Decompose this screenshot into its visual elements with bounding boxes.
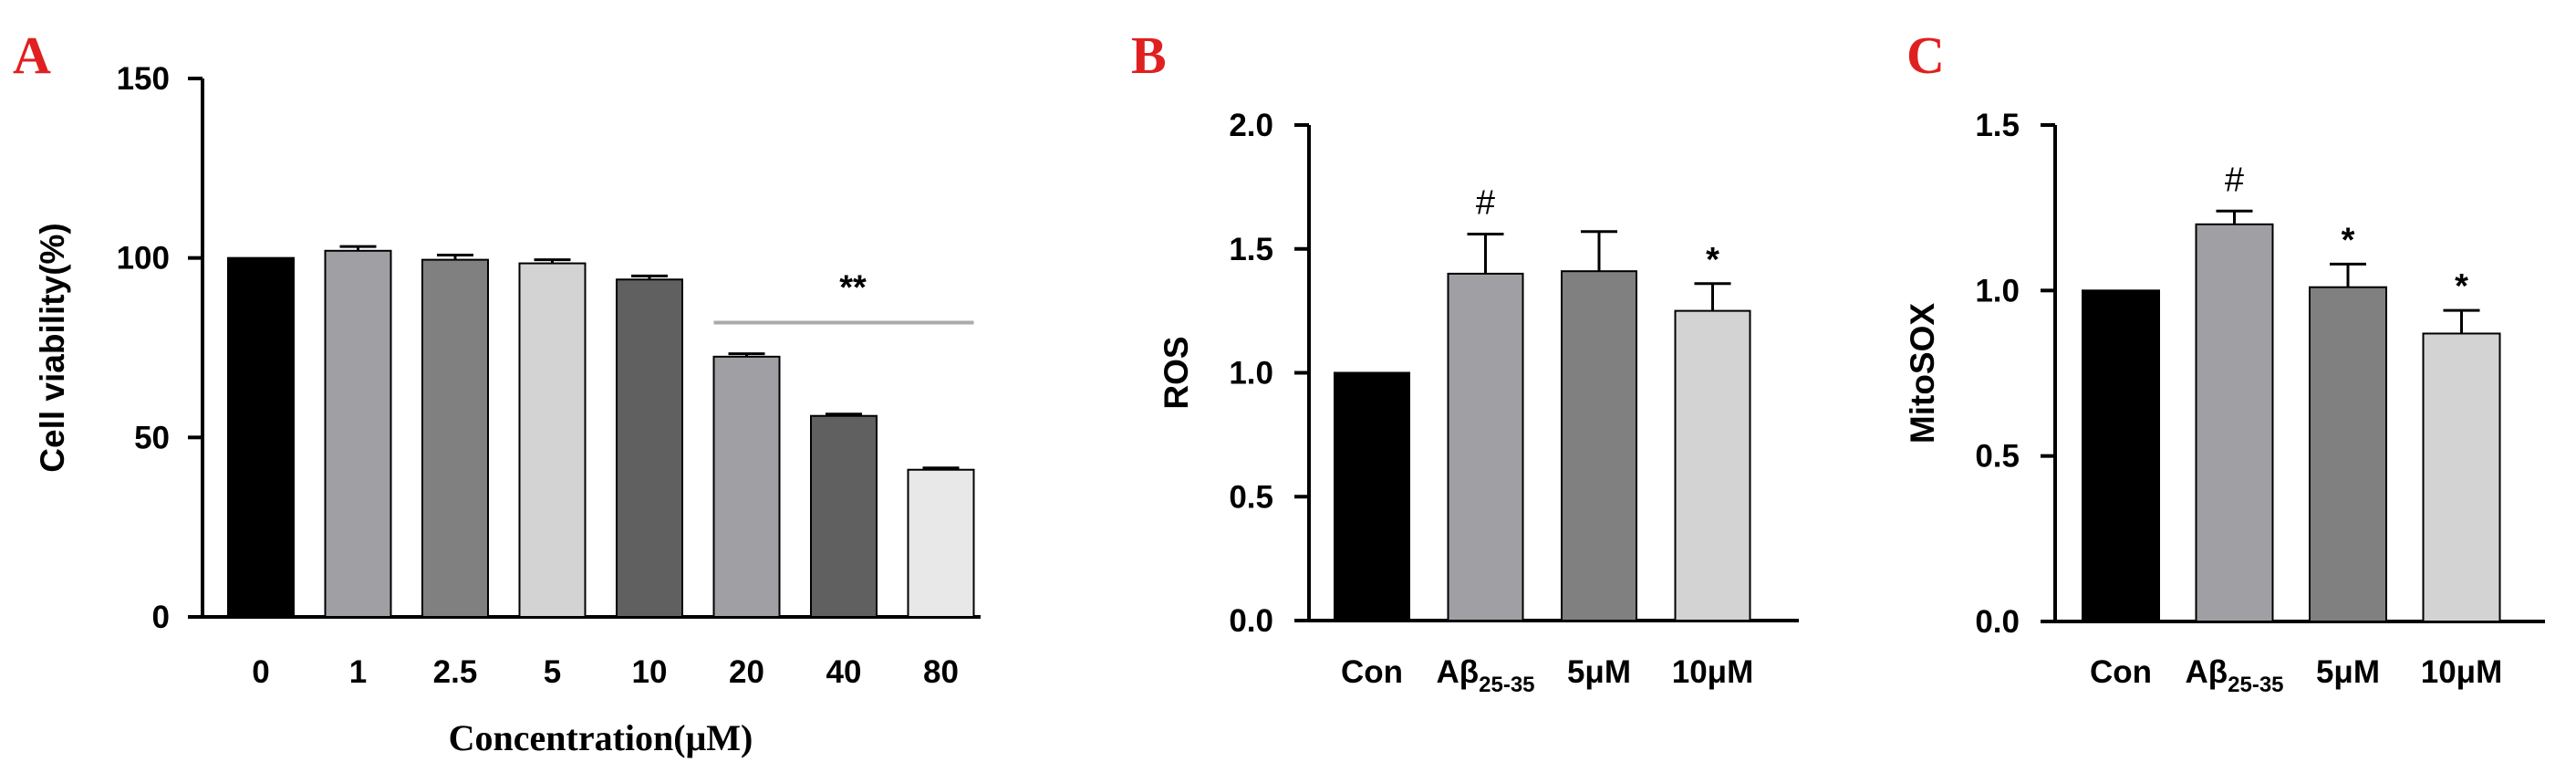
chart-a-y-tick-label: 150 bbox=[117, 61, 170, 97]
panel-letter-a: A bbox=[13, 26, 51, 85]
chart-c-y-tick-label: 0.0 bbox=[1975, 604, 2020, 640]
chart-b-bar bbox=[1334, 371, 1410, 621]
chart-b: 0.0 0.5 1.0 1.5 2.0 ROS Con Aβ25-35 5μM 10μM # * bbox=[1158, 108, 1799, 697]
chart-a-bar bbox=[227, 256, 295, 618]
chart-c-y-tick-label: 1.0 bbox=[1975, 273, 2020, 308]
chart-b-significance-mark: * bbox=[1706, 241, 1719, 279]
chart-a-x-tick-label: 5 bbox=[544, 654, 561, 690]
chart-b-y-tick-label: 0.0 bbox=[1229, 603, 1273, 639]
chart-c-y-tick-label: 0.5 bbox=[1975, 439, 2020, 475]
chart-b-y-tick-label: 1.0 bbox=[1229, 356, 1273, 392]
chart-b-y-tick-label: 0.5 bbox=[1229, 479, 1273, 515]
chart-b-y-tick-label: 1.5 bbox=[1229, 232, 1273, 267]
panel-c: C 0.0 0.5 1.0 1.5 MitoSOX Con Aβ25-35 5μM 10μM # *… bbox=[1904, 26, 2545, 697]
chart-b-y-tick-label: 2.0 bbox=[1229, 108, 1273, 143]
panel-a: A 0 50 100 150 Cell viability(%) 0 1 2.5 5 10 20 40… bbox=[13, 26, 981, 758]
chart-a-x-axis-title: Concentration(μM) bbox=[449, 717, 753, 758]
panel-letter-c: C bbox=[1906, 26, 1945, 85]
chart-b-bar bbox=[1674, 309, 1751, 621]
chart-a-bar bbox=[518, 262, 587, 618]
chart-b-y-axis-title: ROS bbox=[1158, 336, 1195, 409]
chart-a-y-tick-label: 50 bbox=[134, 420, 170, 455]
chart-c-bar bbox=[2082, 289, 2160, 622]
chart-a-bar bbox=[616, 278, 683, 618]
chart-b-bar bbox=[1561, 270, 1637, 621]
chart-c-significance-mark: * bbox=[2342, 221, 2355, 259]
chart-c-x-tick-label: Con bbox=[2090, 654, 2152, 690]
chart-a-bar bbox=[421, 258, 489, 618]
chart-a-x-tick-label: 2.5 bbox=[433, 654, 478, 690]
panel-b: B 0.0 0.5 1.0 1.5 2.0 ROS Con Aβ25-35 5μM 10μM # * bbox=[1131, 26, 1799, 697]
chart-c: 0.0 0.5 1.0 1.5 MitoSOX Con Aβ25-35 5μM 10μM # * * bbox=[1904, 108, 2545, 697]
chart-b-bar bbox=[1447, 272, 1524, 621]
chart-c-significance-mark: # bbox=[2225, 161, 2244, 199]
chart-c-bar bbox=[2309, 286, 2387, 622]
chart-a-y-axis-title: Cell viability(%) bbox=[34, 223, 71, 472]
chart-a-x-tick-label: 10 bbox=[632, 654, 668, 690]
chart-b-x-tick-label: Aβ25-35 bbox=[1436, 654, 1534, 697]
chart-c-y-axis-title: MitoSOX bbox=[1904, 303, 1941, 444]
chart-c-bar bbox=[2422, 332, 2501, 622]
chart-a-bar bbox=[907, 468, 975, 618]
chart-a-significance-mark: ** bbox=[839, 268, 867, 307]
chart-c-bar bbox=[2195, 223, 2274, 623]
chart-a-bar bbox=[712, 355, 781, 618]
panel-letter-b: B bbox=[1131, 26, 1167, 85]
chart-b-x-tick-label: Con bbox=[1341, 654, 1403, 690]
chart-a: 0 50 100 150 Cell viability(%) 0 1 2.5 5 10 20 40 80… bbox=[34, 61, 981, 758]
chart-a-x-tick-label: 40 bbox=[826, 654, 862, 690]
chart-a-y-tick-label: 0 bbox=[152, 600, 170, 635]
chart-c-x-tick-label: Aβ25-35 bbox=[2185, 654, 2283, 697]
chart-b-x-tick-label: 5μM bbox=[1567, 654, 1631, 690]
chart-c-significance-mark: * bbox=[2455, 267, 2468, 306]
chart-b-x-tick-label: 10μM bbox=[1672, 654, 1754, 690]
chart-b-significance-mark: # bbox=[1476, 183, 1495, 222]
chart-c-x-tick-label: 10μM bbox=[2421, 654, 2503, 690]
chart-c-x-tick-label: 5μM bbox=[2316, 654, 2380, 690]
chart-a-y-tick-label: 100 bbox=[117, 241, 170, 277]
chart-a-x-tick-label: 1 bbox=[349, 654, 367, 690]
chart-a-x-tick-label: 0 bbox=[252, 654, 269, 690]
chart-a-x-tick-label: 20 bbox=[729, 654, 764, 690]
chart-a-bar bbox=[810, 414, 878, 618]
chart-c-y-tick-label: 1.5 bbox=[1975, 108, 2020, 143]
chart-a-x-tick-label: 80 bbox=[923, 654, 959, 690]
chart-a-bar bbox=[324, 249, 392, 618]
